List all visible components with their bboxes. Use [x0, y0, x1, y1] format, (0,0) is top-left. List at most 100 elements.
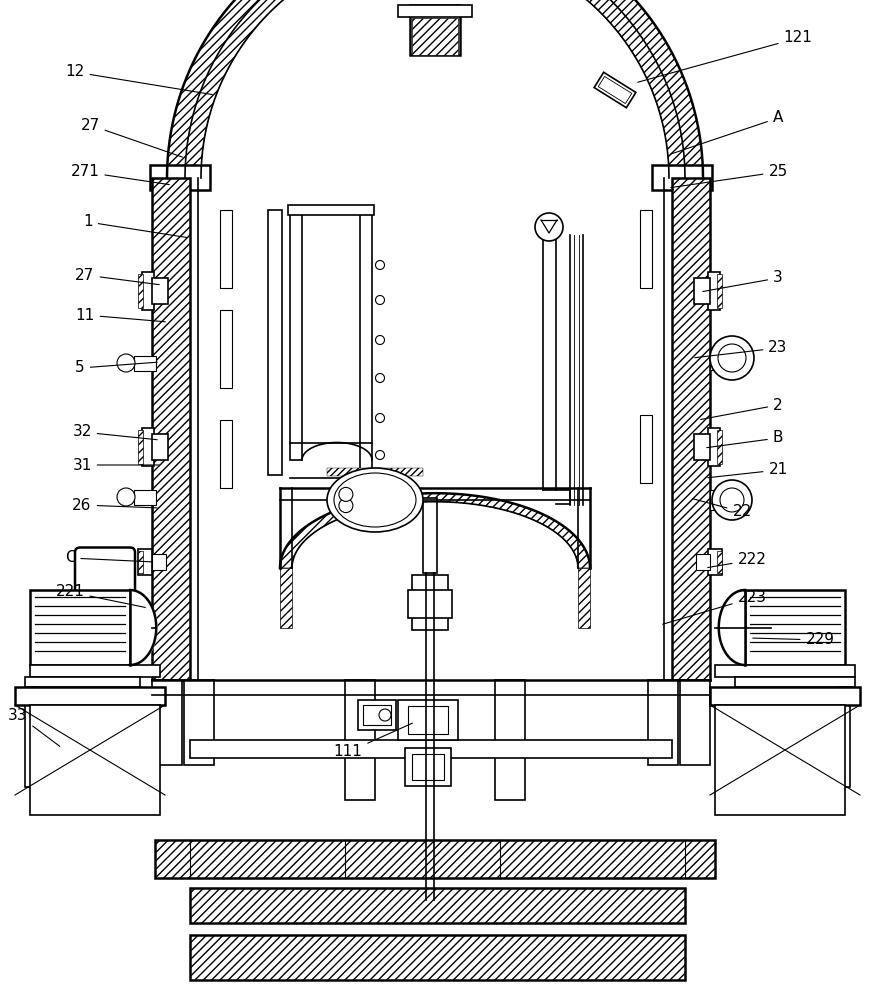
Text: 2: 2: [701, 397, 783, 419]
Bar: [708, 549, 722, 575]
Text: 1: 1: [83, 215, 187, 238]
Bar: [345, 680, 375, 800]
Text: 33: 33: [8, 708, 60, 746]
Bar: [134, 490, 156, 505]
Bar: [138, 430, 143, 464]
Bar: [142, 272, 154, 310]
Bar: [25, 677, 140, 687]
Bar: [152, 278, 168, 304]
Text: 11: 11: [75, 308, 165, 322]
Bar: [30, 665, 160, 677]
Bar: [408, 706, 448, 734]
Bar: [640, 210, 652, 288]
Bar: [327, 468, 423, 476]
Circle shape: [720, 488, 744, 512]
Bar: [152, 168, 208, 190]
Circle shape: [375, 373, 384, 382]
Bar: [410, 5, 460, 55]
Text: 222: 222: [708, 552, 766, 568]
Bar: [708, 272, 720, 310]
Text: C: C: [65, 550, 152, 566]
Circle shape: [117, 354, 135, 372]
Circle shape: [375, 414, 384, 422]
Circle shape: [375, 260, 384, 269]
Bar: [405, 748, 451, 786]
Circle shape: [375, 336, 384, 344]
Bar: [412, 18, 458, 55]
Bar: [155, 840, 715, 878]
Bar: [184, 680, 214, 765]
Bar: [710, 687, 860, 705]
Text: 32: 32: [73, 424, 158, 440]
Circle shape: [710, 336, 754, 380]
Bar: [708, 428, 720, 466]
Polygon shape: [167, 0, 703, 178]
Bar: [594, 72, 636, 108]
Bar: [672, 178, 710, 680]
Text: 26: 26: [73, 497, 158, 512]
Ellipse shape: [334, 473, 416, 527]
Bar: [25, 687, 37, 787]
Bar: [495, 680, 525, 800]
Bar: [715, 665, 855, 677]
Bar: [412, 754, 444, 780]
Bar: [696, 554, 710, 570]
Bar: [190, 740, 672, 758]
Bar: [150, 165, 210, 190]
Bar: [745, 590, 845, 665]
Bar: [717, 430, 722, 464]
Bar: [138, 549, 152, 575]
Ellipse shape: [327, 468, 423, 532]
Text: 223: 223: [662, 590, 766, 624]
Text: 121: 121: [638, 30, 813, 82]
Text: 25: 25: [671, 164, 788, 188]
Bar: [134, 356, 156, 371]
Text: 12: 12: [66, 64, 213, 95]
Bar: [290, 210, 302, 460]
Text: 21: 21: [708, 462, 788, 478]
Bar: [152, 434, 168, 460]
Bar: [735, 677, 855, 687]
Circle shape: [339, 487, 353, 501]
Bar: [190, 888, 685, 923]
Text: 22: 22: [693, 499, 752, 520]
Bar: [190, 935, 685, 980]
Bar: [578, 568, 590, 628]
Bar: [654, 168, 712, 190]
Text: 3: 3: [703, 270, 783, 292]
Bar: [138, 274, 143, 308]
Bar: [710, 490, 722, 510]
Bar: [30, 590, 130, 665]
Circle shape: [375, 296, 384, 304]
Text: 229: 229: [752, 633, 835, 648]
Text: 111: 111: [333, 723, 412, 760]
Circle shape: [535, 213, 563, 241]
Text: A: A: [670, 110, 783, 154]
Circle shape: [718, 344, 746, 372]
Text: 23: 23: [695, 340, 788, 358]
Bar: [680, 680, 710, 765]
Bar: [363, 705, 391, 725]
Text: 27: 27: [80, 117, 182, 157]
Bar: [288, 205, 374, 215]
Bar: [717, 551, 722, 573]
Bar: [358, 700, 396, 730]
Bar: [652, 165, 712, 190]
Circle shape: [375, 450, 384, 460]
Text: B: B: [707, 430, 783, 448]
Bar: [640, 415, 652, 483]
Text: 31: 31: [73, 458, 159, 473]
Bar: [694, 278, 710, 304]
Bar: [648, 680, 678, 765]
FancyBboxPatch shape: [75, 548, 135, 633]
Bar: [220, 310, 232, 388]
Bar: [142, 428, 154, 466]
Text: 27: 27: [75, 267, 159, 285]
Bar: [15, 687, 165, 705]
Circle shape: [712, 480, 752, 520]
Bar: [280, 568, 292, 628]
Bar: [715, 705, 845, 815]
Circle shape: [339, 499, 353, 513]
Circle shape: [117, 488, 135, 506]
Bar: [710, 348, 722, 370]
